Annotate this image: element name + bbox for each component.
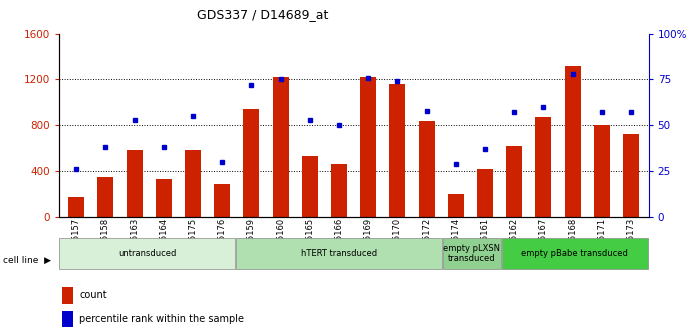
Bar (302, 156, 318, 217)
Bar (623, 134, 639, 217)
Bar (68, 197, 84, 217)
Text: count: count (79, 290, 107, 300)
Bar (535, 117, 551, 217)
Bar (448, 194, 464, 217)
Bar (273, 77, 288, 217)
Bar (360, 77, 376, 217)
Text: percentile rank within the sample: percentile rank within the sample (79, 314, 244, 324)
Text: hTERT transduced: hTERT transduced (301, 249, 377, 258)
Bar (236, 238, 442, 269)
Bar (331, 164, 347, 217)
Bar (419, 121, 435, 217)
Bar (594, 125, 610, 217)
Bar (564, 66, 581, 217)
Bar (185, 150, 201, 217)
Text: empty pLXSN
transduced: empty pLXSN transduced (443, 244, 500, 263)
Bar (389, 84, 406, 217)
Bar (244, 109, 259, 217)
Bar (59, 238, 235, 269)
Bar (97, 177, 113, 217)
Bar (62, 311, 72, 327)
Bar (502, 238, 648, 269)
Bar (126, 150, 143, 217)
Text: GDS337 / D14689_at: GDS337 / D14689_at (197, 8, 328, 22)
Text: empty pBabe transduced: empty pBabe transduced (522, 249, 629, 258)
Bar (156, 179, 172, 217)
Bar (443, 238, 500, 269)
Bar (477, 169, 493, 217)
Bar (62, 287, 72, 304)
Bar (506, 146, 522, 217)
Text: cell line  ▶: cell line ▶ (3, 256, 51, 265)
Text: untransduced: untransduced (118, 249, 177, 258)
Bar (214, 183, 230, 217)
